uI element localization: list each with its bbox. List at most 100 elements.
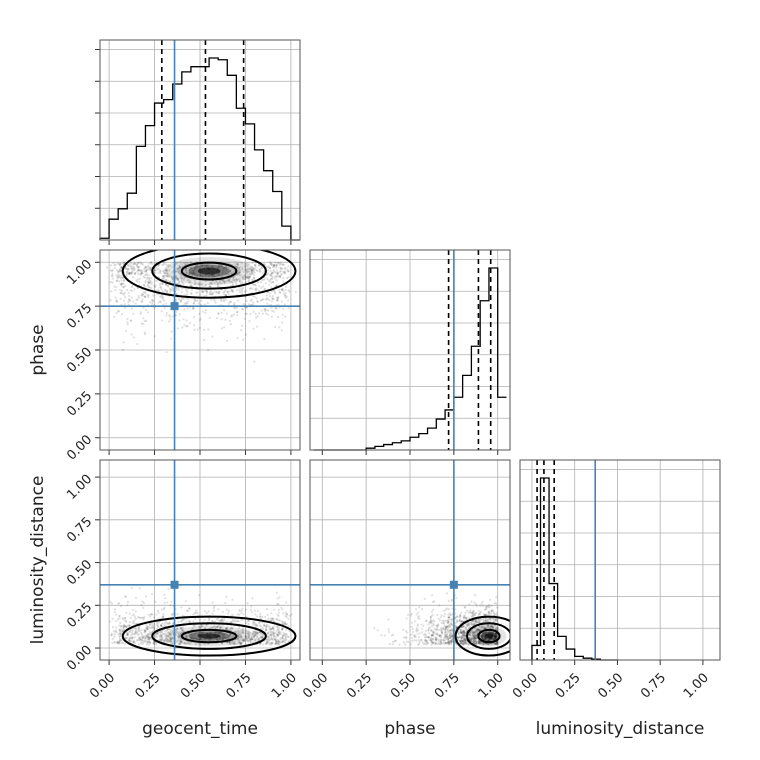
- sample-point: [144, 270, 148, 273]
- sample-point: [217, 292, 221, 295]
- sample-point: [482, 643, 485, 646]
- sample-point: [252, 274, 256, 277]
- sample-point: [473, 634, 476, 637]
- sample-point: [489, 643, 492, 646]
- sample-point: [240, 324, 243, 327]
- sample-point: [477, 609, 480, 613]
- sample-point: [448, 632, 452, 635]
- sample-point: [415, 608, 418, 611]
- sample-point: [174, 286, 178, 289]
- sample-point: [233, 642, 236, 646]
- sample-point: [481, 632, 484, 635]
- sample-point: [153, 642, 156, 646]
- sample-point: [496, 620, 499, 623]
- sample-point: [460, 631, 463, 634]
- sample-point: [483, 638, 487, 641]
- sample-point: [462, 643, 465, 646]
- sample-point: [486, 620, 489, 623]
- sample-point: [171, 621, 175, 624]
- sample-point: [147, 633, 150, 636]
- sample-point: [275, 639, 278, 642]
- sample-point: [147, 643, 150, 646]
- sample-point: [179, 299, 183, 303]
- sample-point: [259, 636, 262, 639]
- sample-point: [493, 637, 496, 641]
- sample-point: [120, 277, 123, 280]
- sample-point: [275, 264, 278, 267]
- sample-point: [181, 326, 184, 329]
- sample-point: [464, 606, 467, 609]
- sample-point: [181, 276, 184, 280]
- sample-point: [205, 290, 208, 293]
- sample-point: [272, 608, 276, 611]
- sample-point: [135, 639, 139, 642]
- sample-point: [242, 275, 245, 278]
- sample-point: [162, 298, 165, 301]
- sample-point: [119, 638, 122, 642]
- sample-point: [271, 627, 274, 630]
- sample-point: [224, 293, 227, 297]
- sample-point: [158, 268, 161, 271]
- sample-point: [139, 273, 143, 276]
- sample-point: [447, 616, 451, 619]
- sample-point: [162, 276, 165, 279]
- sample-point: [229, 635, 232, 638]
- sample-point: [113, 267, 117, 270]
- sample-point: [229, 634, 232, 637]
- sample-point: [474, 631, 477, 634]
- sample-point: [251, 638, 254, 641]
- histogram-geocent_time: [99, 57, 300, 241]
- sample-point: [142, 616, 145, 620]
- sample-point: [138, 625, 141, 628]
- sample-point: [456, 637, 459, 640]
- sample-point: [276, 627, 279, 631]
- sample-point: [177, 631, 180, 634]
- sample-point: [450, 618, 454, 621]
- sample-point: [224, 298, 227, 301]
- sample-point: [110, 632, 113, 635]
- sample-point: [252, 310, 255, 313]
- sample-point: [484, 606, 488, 609]
- sample-point: [121, 630, 124, 633]
- sample-point: [170, 286, 174, 290]
- sample-point: [241, 627, 244, 630]
- sample-point: [195, 265, 198, 268]
- sample-point: [483, 626, 486, 629]
- sample-point: [255, 297, 258, 300]
- sample-point: [471, 623, 474, 626]
- sample-point: [144, 269, 147, 273]
- sample-point: [442, 626, 445, 629]
- sample-point: [468, 625, 471, 628]
- sample-point: [182, 282, 185, 286]
- sample-point: [241, 631, 244, 634]
- sample-point: [462, 625, 466, 628]
- sample-point: [459, 631, 462, 634]
- sample-point: [217, 617, 220, 620]
- sample-point: [177, 288, 180, 291]
- sample-point: [169, 632, 172, 636]
- sample-point: [220, 626, 223, 629]
- sample-point: [200, 289, 204, 293]
- sample-point: [483, 627, 486, 630]
- sample-point: [373, 627, 376, 630]
- sample-point: [486, 618, 489, 621]
- sample-point: [482, 625, 485, 628]
- sample-point: [433, 620, 436, 623]
- sample-point: [430, 634, 433, 637]
- sample-point: [236, 263, 240, 266]
- sample-point: [254, 288, 257, 292]
- sample-point: [130, 629, 133, 632]
- sample-point: [244, 333, 247, 336]
- sample-point: [228, 641, 231, 645]
- sample-point: [121, 629, 124, 633]
- sample-point: [274, 275, 277, 278]
- sample-point: [271, 626, 274, 629]
- sample-point: [202, 276, 205, 279]
- sample-point: [150, 281, 153, 284]
- sample-point: [120, 283, 123, 286]
- sample-point: [474, 637, 477, 640]
- sample-point: [463, 631, 466, 635]
- sample-point: [268, 638, 271, 641]
- sample-point: [244, 276, 247, 279]
- sample-point: [136, 270, 139, 273]
